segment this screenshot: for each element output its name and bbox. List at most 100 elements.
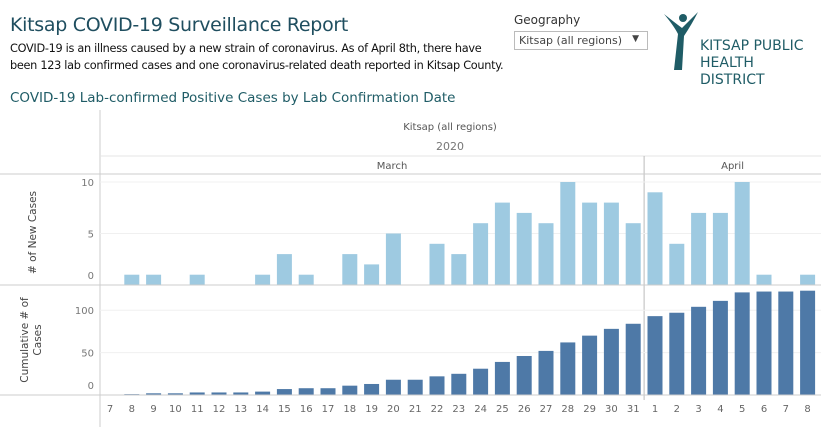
bar-cumulative-19 xyxy=(516,355,532,395)
x-tick-label: 7 xyxy=(107,404,113,415)
x-tick-label: 18 xyxy=(343,404,356,415)
bar-new-27 xyxy=(691,212,707,285)
geography-label: Geography xyxy=(514,13,581,27)
x-tick-label: 5 xyxy=(739,404,745,415)
chart-title: COVID-19 Lab-confirmed Positive Cases by… xyxy=(10,90,456,106)
bar-cumulative-22 xyxy=(582,335,598,395)
bar-cumulative-6 xyxy=(233,392,249,395)
bar-new-23 xyxy=(603,202,619,285)
bar-cumulative-18 xyxy=(494,361,510,395)
bar-cumulative-28 xyxy=(712,300,728,395)
bar-new-1 xyxy=(124,274,140,285)
x-tick-label: 13 xyxy=(234,404,247,415)
bar-new-20 xyxy=(538,223,554,285)
bar-new-12 xyxy=(364,264,380,285)
y-axis-title: Cumulative # of xyxy=(19,297,31,383)
bar-cumulative-11 xyxy=(342,385,358,395)
bar-new-24 xyxy=(625,223,641,285)
x-tick-label: 6 xyxy=(761,404,767,415)
x-tick-label: 1 xyxy=(652,404,658,415)
year-header: 2020 xyxy=(436,140,464,153)
bar-new-22 xyxy=(582,202,598,285)
x-tick-label: 29 xyxy=(583,404,596,415)
x-tick-label: 27 xyxy=(540,404,553,415)
bar-cumulative-24 xyxy=(625,323,641,395)
x-tick-label: 15 xyxy=(278,404,291,415)
kitsap-health-logo xyxy=(664,12,698,70)
bar-cumulative-32 xyxy=(800,290,816,395)
x-tick-label: 7 xyxy=(783,404,789,415)
bar-cumulative-21 xyxy=(560,342,576,395)
bar-new-4 xyxy=(189,274,205,285)
x-tick-label: 24 xyxy=(474,404,487,415)
bar-cumulative-20 xyxy=(538,350,554,395)
x-tick-label: 14 xyxy=(256,404,269,415)
y-tick-label: 5 xyxy=(88,230,94,241)
bar-cumulative-31 xyxy=(778,291,794,395)
x-tick-label: 22 xyxy=(431,404,444,415)
bar-new-18 xyxy=(494,202,510,285)
x-tick-label: 3 xyxy=(695,404,701,415)
x-tick-label: 12 xyxy=(213,404,226,415)
bar-cumulative-27 xyxy=(691,306,707,395)
x-tick-label: 25 xyxy=(496,404,509,415)
bar-new-11 xyxy=(342,254,358,285)
x-tick-label: 8 xyxy=(129,404,135,415)
x-tick-label: 17 xyxy=(322,404,335,415)
x-tick-label: 21 xyxy=(409,404,422,415)
y-tick-label: 0 xyxy=(88,271,94,282)
bar-cumulative-2 xyxy=(146,393,162,395)
bar-new-15 xyxy=(429,243,445,285)
region-header: Kitsap (all regions) xyxy=(403,122,497,133)
x-tick-label: 28 xyxy=(561,404,574,415)
bar-cumulative-29 xyxy=(734,292,750,395)
x-tick-label: 16 xyxy=(300,404,313,415)
bar-new-26 xyxy=(669,243,685,285)
y-tick-label: 50 xyxy=(81,349,94,360)
bar-new-21 xyxy=(560,182,576,285)
bar-cumulative-30 xyxy=(756,291,772,395)
x-tick-label: 9 xyxy=(150,404,156,415)
bar-new-30 xyxy=(756,274,772,285)
x-tick-label: 19 xyxy=(365,404,378,415)
geography-value: Kitsap (all regions) xyxy=(519,34,622,47)
bar-cumulative-9 xyxy=(298,388,314,395)
bar-cumulative-4 xyxy=(189,392,205,395)
bar-cumulative-25 xyxy=(647,316,663,395)
x-tick-label: 10 xyxy=(169,404,182,415)
y-tick-label: 100 xyxy=(75,306,94,317)
x-tick-label: 2 xyxy=(674,404,680,415)
bar-cumulative-13 xyxy=(385,379,401,395)
bar-cumulative-23 xyxy=(603,328,619,395)
bar-cumulative-5 xyxy=(211,392,227,395)
x-tick-label: 26 xyxy=(518,404,531,415)
x-tick-label: 31 xyxy=(627,404,640,415)
bar-new-7 xyxy=(255,274,271,285)
page-title: Kitsap COVID-19 Surveillance Report xyxy=(10,14,349,36)
month-label-april: April xyxy=(721,161,744,172)
bar-new-2 xyxy=(146,274,162,285)
bar-cumulative-16 xyxy=(451,373,467,395)
x-tick-label: 11 xyxy=(191,404,204,415)
caret-down-icon: ▼ xyxy=(632,34,639,44)
bar-cumulative-17 xyxy=(473,368,489,395)
bar-cumulative-12 xyxy=(364,383,380,395)
bar-new-29 xyxy=(734,182,750,285)
bar-cumulative-8 xyxy=(276,389,292,395)
bar-new-9 xyxy=(298,274,314,285)
x-tick-label: 23 xyxy=(452,404,465,415)
x-tick-label: 20 xyxy=(387,404,400,415)
x-tick-label: 30 xyxy=(605,404,618,415)
bar-cumulative-10 xyxy=(320,388,336,395)
geography-select[interactable]: Kitsap (all regions) ▼ xyxy=(514,31,648,50)
bar-cumulative-3 xyxy=(167,393,183,395)
bar-new-25 xyxy=(647,192,663,285)
month-label-march: March xyxy=(377,161,407,172)
x-tick-label: 8 xyxy=(804,404,810,415)
bar-cumulative-14 xyxy=(407,379,423,395)
bar-cumulative-15 xyxy=(429,376,445,395)
bar-cumulative-26 xyxy=(669,312,685,395)
bar-cumulative-7 xyxy=(255,391,271,395)
x-tick-label: 4 xyxy=(717,404,723,415)
